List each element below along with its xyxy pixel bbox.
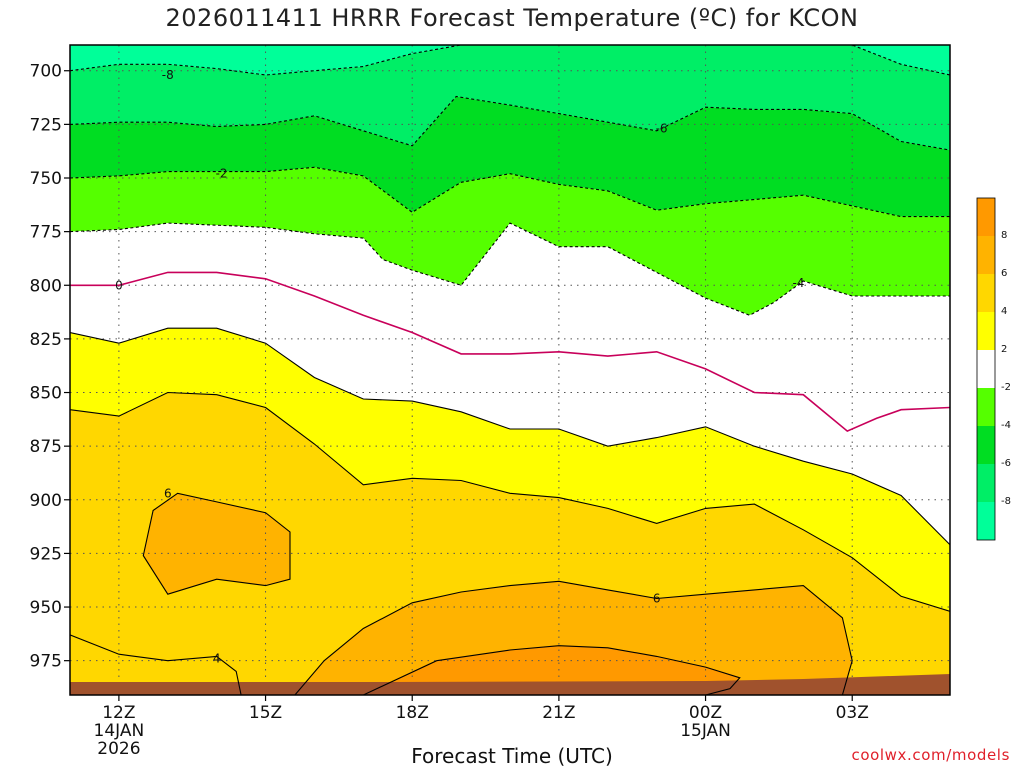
y-tick-label-975: 975 xyxy=(30,652,62,672)
isotherm-6-7 xyxy=(142,492,291,595)
isotherm-labels: -8 -6 -4 -2 0 6 6 4 xyxy=(115,68,804,666)
colorbar-swatch-7 xyxy=(977,464,995,502)
x-axis-label: Forecast Time (UTC) xyxy=(411,744,613,768)
colorbar-label-7: -8 xyxy=(1001,496,1011,507)
isotherm-0-4 xyxy=(70,271,950,433)
x-tick-label-0-0: 12Z xyxy=(102,703,135,723)
y-tick-label-850: 850 xyxy=(30,384,62,404)
isotherm-4-10 xyxy=(70,634,242,695)
isotherm--4-2 xyxy=(70,222,950,316)
colorbar-swatch-3 xyxy=(977,312,995,350)
x-tick-label-6-0: 18Z xyxy=(396,703,429,723)
isotherm-4-6 xyxy=(70,391,950,612)
colorbar-swatch-5 xyxy=(977,388,995,426)
colorbar-swatch-2 xyxy=(977,274,995,312)
x-tick-label-3-0: 15Z xyxy=(249,703,282,723)
isotherm-2-5 xyxy=(70,327,950,546)
band-minus2-minus4 xyxy=(70,167,950,316)
isotherm-label-6-7: 6 xyxy=(164,486,172,500)
colorbar-swatch-1 xyxy=(977,236,995,274)
colorbar-label-3: 2 xyxy=(1001,344,1007,355)
isotherm-label--8-0: -8 xyxy=(162,68,174,82)
colorbar-swatch-4 xyxy=(977,350,995,388)
x-tick-label-15-0: 03Z xyxy=(836,703,869,723)
colorbar-label-6: -6 xyxy=(1001,458,1011,469)
isotherm-6-8 xyxy=(294,580,853,695)
isotherm-lines xyxy=(70,45,950,695)
ground-strip xyxy=(70,674,950,695)
x-tick-label-9-0: 21Z xyxy=(542,703,575,723)
x-tick-label-12-0: 00Z xyxy=(689,703,722,723)
y-tick-label-750: 750 xyxy=(30,169,62,189)
band-minus8-minus6 xyxy=(70,45,950,151)
isotherm-label--6-1: -6 xyxy=(656,122,668,136)
x-tick-label-0-1: 14JAN xyxy=(94,721,145,741)
grid-lines xyxy=(70,45,950,695)
colorbar-label-0: 8 xyxy=(1001,230,1007,241)
colorbar-label-5: -4 xyxy=(1001,420,1011,431)
colorbar-label-2: 4 xyxy=(1001,306,1007,317)
isotherm--6-1 xyxy=(70,95,950,151)
isotherm-label-4-10: 4 xyxy=(213,652,221,666)
y-tick-label-900: 900 xyxy=(30,491,62,511)
colorbar-swatch-8 xyxy=(977,502,995,540)
y-tick-label-700: 700 xyxy=(30,62,62,82)
colorbar: 8 6 4 2 -2 -4 -6 -8 xyxy=(976,197,1011,541)
y-tick-label-875: 875 xyxy=(30,437,62,457)
y-tick-label-775: 775 xyxy=(30,223,62,243)
y-tick-label-950: 950 xyxy=(30,598,62,618)
band-below-minus8 xyxy=(70,45,950,75)
y-tick-label-800: 800 xyxy=(30,276,62,296)
warm-pocket-6-7 xyxy=(143,493,290,595)
credit-text: coolwx.com/models xyxy=(851,746,1010,764)
isotherm--2-3 xyxy=(70,166,950,218)
isotherm-8-9 xyxy=(363,645,741,695)
colorbar-swatch-6 xyxy=(977,426,995,464)
band-minus6-minus2 xyxy=(70,96,950,217)
ground-fill xyxy=(70,674,950,695)
colorbar-label-4: -2 xyxy=(1001,382,1011,393)
isotherm-label-0-4: 0 xyxy=(115,278,123,292)
x-tick-label-12-1: 15JAN xyxy=(680,721,731,741)
colorbar-frame xyxy=(976,197,996,541)
plot-frame xyxy=(69,44,951,696)
colorbar-label-1: 6 xyxy=(1001,268,1007,279)
isotherm-label--2-3: -2 xyxy=(216,167,228,181)
band-2-4 xyxy=(70,328,950,612)
isotherm-label-6-8: 6 xyxy=(653,591,661,605)
y-tick-label-925: 925 xyxy=(30,544,62,564)
y-tick-label-825: 825 xyxy=(30,330,62,350)
y-axis: 700 725 750 775 800 825 850 875 900 925 950 975 xyxy=(30,62,70,672)
colorbar-swatch-0 xyxy=(977,198,995,236)
y-tick-label-725: 725 xyxy=(30,115,62,135)
band-near-zero xyxy=(70,223,950,545)
isotherm-label--4-2: -4 xyxy=(792,276,804,290)
surface-cool-pocket xyxy=(70,634,242,695)
x-tick-label-0-2: 2026 xyxy=(97,739,140,759)
chart-title: 2026011411 HRRR Forecast Temperature (ºC… xyxy=(165,4,859,32)
